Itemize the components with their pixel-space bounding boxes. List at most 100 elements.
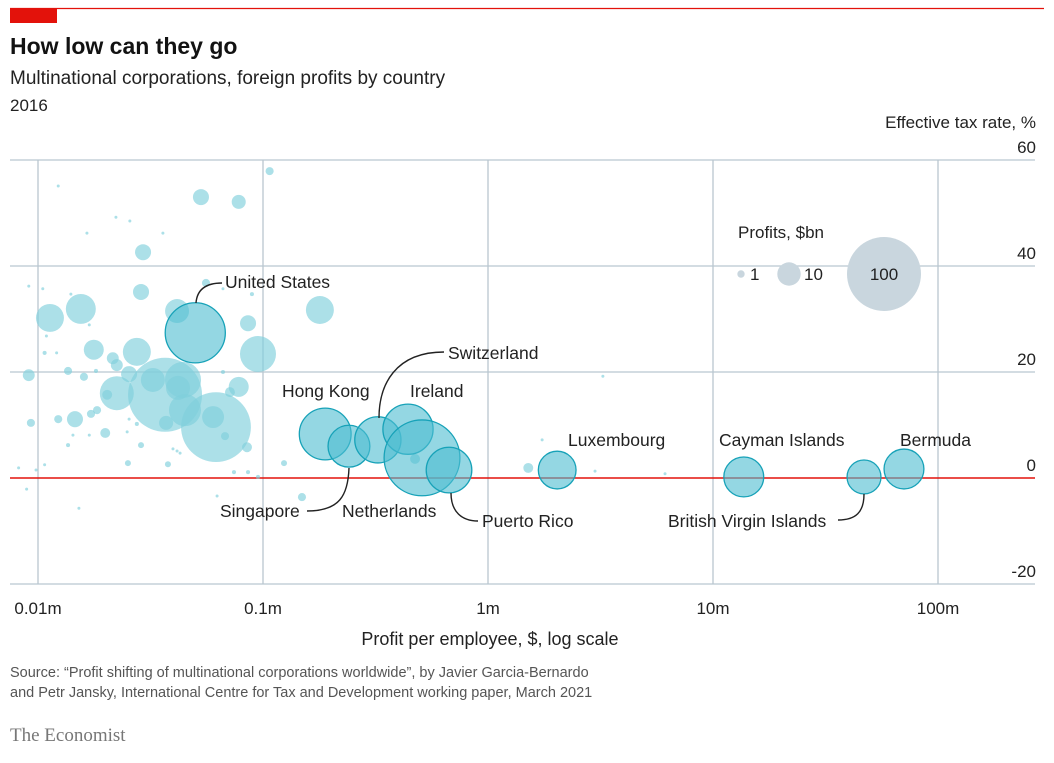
legend-label: 10: [804, 265, 823, 284]
bubble-point: [124, 460, 131, 467]
bubble-point: [79, 372, 88, 381]
bubble-point: [523, 462, 534, 473]
bubble-point: [220, 369, 226, 375]
bubble-point: [663, 472, 667, 476]
bubble-point: [221, 287, 225, 291]
bubble-point: [128, 219, 132, 223]
leader-line-united-states: [195, 282, 223, 304]
bubble-point: [34, 468, 38, 472]
label-ireland: Ireland: [410, 381, 464, 401]
bubble-point: [114, 215, 118, 219]
bubble-point: [239, 335, 277, 372]
bubble-point: [92, 406, 102, 415]
bubbles: [17, 167, 667, 510]
bubble-point: [168, 394, 201, 427]
legend-title: Profits, $bn: [738, 223, 824, 242]
bubble-united-states: [164, 302, 226, 364]
size-legend: Profits, $bn 1 10 100: [737, 223, 921, 311]
bubble-point: [593, 469, 597, 473]
bubble-point: [305, 295, 334, 324]
label-puerto-rico: Puerto Rico: [482, 511, 573, 531]
bubble-point: [249, 292, 254, 297]
bubble-point: [22, 369, 35, 382]
bubble-point: [66, 411, 84, 428]
legend-bubble: [737, 270, 745, 278]
bubble-point: [215, 494, 219, 498]
label-switzerland: Switzerland: [448, 343, 538, 363]
y-tick-label: -20: [1011, 562, 1036, 581]
y-tick-label: 0: [1027, 456, 1036, 475]
x-tick-label: 100m: [917, 599, 960, 618]
source-line-1: Source: “Profit shifting of multinationa…: [10, 665, 589, 681]
bubble-point: [166, 375, 190, 400]
leader-line-british-virgin-islands: [837, 493, 865, 521]
bubble-point: [42, 350, 47, 355]
bubble-point: [192, 189, 209, 206]
bubble-point: [69, 292, 73, 296]
bubble-point: [63, 366, 73, 375]
bubble-point: [178, 451, 182, 455]
source-line-2: and Petr Jansky, International Centre fo…: [10, 685, 592, 701]
bubble-point: [164, 461, 171, 468]
bubble-point: [202, 406, 225, 429]
bubble-point: [246, 470, 251, 475]
bubble-point: [140, 367, 165, 392]
bubble-point: [540, 438, 544, 442]
legend-bubble: [847, 237, 921, 311]
label-netherlands: Netherlands: [342, 501, 437, 521]
bubble-point: [102, 389, 113, 400]
bubble-point: [86, 409, 96, 418]
bubble-point: [171, 447, 175, 451]
bubble-british-virgin-islands: [846, 459, 882, 495]
bubble-point: [231, 194, 246, 209]
bubble-point: [601, 374, 605, 378]
bubble-point: [65, 293, 96, 324]
economist-logo: The Economist: [10, 725, 126, 746]
legend-bubble: [777, 262, 801, 286]
brand-tag: [10, 8, 57, 23]
bubble-point: [25, 487, 29, 491]
bubble-point: [265, 167, 274, 176]
country-labels: United States Hong Kong Singapore Switzerla…: [195, 272, 971, 531]
bubble-point: [66, 443, 71, 448]
bubble-point: [17, 466, 21, 470]
x-tick-label: 10m: [696, 599, 729, 618]
x-tick-label: 0.01m: [14, 599, 61, 618]
x-tick-label: 0.1m: [244, 599, 282, 618]
label-cayman-islands: Cayman Islands: [719, 430, 845, 450]
bubble-cayman-islands: [723, 456, 765, 498]
bubble-point: [125, 430, 129, 434]
bubble-point: [159, 415, 174, 430]
bubble-point: [240, 315, 257, 332]
chart-year: 2016: [10, 96, 48, 115]
bubble-luxembourg: [537, 450, 577, 490]
bubble-point: [44, 334, 48, 338]
bubble-point: [127, 417, 131, 421]
x-tick-labels: 0.01m 0.1m 1m 10m 100m: [14, 599, 959, 618]
bubble-point: [175, 449, 179, 453]
bubble-point: [93, 368, 99, 373]
label-luxembourg: Luxembourg: [568, 430, 665, 450]
y-axis-label: Effective tax rate, %: [885, 113, 1036, 132]
bubble-point: [297, 493, 307, 502]
bubble-point: [224, 387, 235, 398]
chart-subtitle: Multinational corporations, foreign prof…: [10, 68, 446, 89]
bubble-point: [87, 433, 91, 437]
chart-title: How low can they go: [10, 33, 237, 59]
label-british-virgin-islands: British Virgin Islands: [668, 511, 826, 531]
bubble-point: [100, 427, 111, 438]
bubble-point: [138, 442, 145, 449]
bubble-point: [85, 231, 89, 235]
bubble-point: [231, 470, 236, 475]
bubble-point: [56, 184, 60, 188]
bubble-point: [133, 283, 150, 300]
legend-label: 1: [750, 265, 759, 284]
labeled-bubbles: [164, 302, 925, 498]
legend-label: 100: [870, 265, 898, 284]
label-united-states: United States: [225, 272, 330, 292]
bubble-point: [43, 463, 47, 467]
leader-line-puerto-rico: [450, 492, 479, 522]
bubble-point: [35, 303, 64, 332]
y-tick-label: 20: [1017, 350, 1036, 369]
bubble-point: [161, 231, 165, 235]
